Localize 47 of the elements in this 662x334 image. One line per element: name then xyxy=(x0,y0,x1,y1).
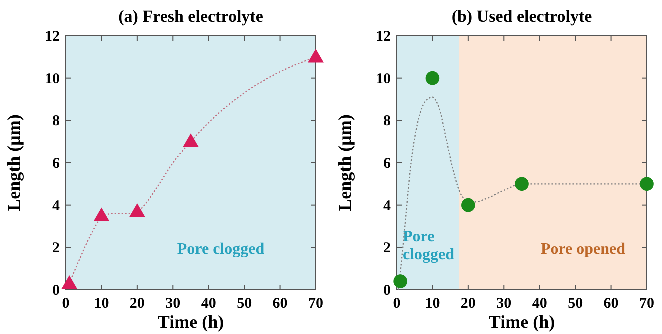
point xyxy=(308,48,324,63)
y-tick-label: 0 xyxy=(384,283,391,299)
point xyxy=(62,275,78,290)
x-axis-title: Time (h) xyxy=(488,312,556,332)
x-tick-label: 10 xyxy=(94,296,110,312)
y-tick-label: 8 xyxy=(384,114,391,130)
y-tick-label: 10 xyxy=(376,71,391,88)
x-tick-label: 20 xyxy=(130,296,145,312)
y-tick-label: 0 xyxy=(52,283,60,299)
point xyxy=(94,208,110,222)
y-tick-label: 2 xyxy=(384,240,391,257)
y-tick-label: 8 xyxy=(52,114,60,130)
x-tick-label: 40 xyxy=(201,296,216,312)
y-tick-label: 6 xyxy=(52,156,60,172)
y-tick-label: 12 xyxy=(45,29,60,45)
x-tick-label: 70 xyxy=(640,296,654,312)
x-tick-label: 20 xyxy=(460,296,476,312)
chart-title: (b) Used electrolyte xyxy=(452,7,593,26)
band-label: Pore clogged xyxy=(403,228,455,264)
point xyxy=(129,203,146,218)
x-tick-label: 30 xyxy=(166,296,181,312)
y-tick-label: 4 xyxy=(384,198,392,214)
x-tick-label: 30 xyxy=(496,296,512,312)
x-tick-label: 40 xyxy=(532,296,548,312)
x-tick-label: 50 xyxy=(237,296,252,312)
y-tick-label: 12 xyxy=(376,29,391,45)
point xyxy=(462,198,476,212)
y-tick-label: 2 xyxy=(52,240,60,257)
chart-title: (a) Fresh electrolyte xyxy=(118,7,264,26)
x-tick-label: 60 xyxy=(604,296,619,312)
y-tick-label: 4 xyxy=(52,198,60,214)
band-label: Pore opened xyxy=(540,241,626,258)
x-tick-label: 10 xyxy=(425,296,440,312)
band-label: Pore clogged xyxy=(177,241,265,258)
point xyxy=(426,71,440,86)
x-axis-title: Time (h) xyxy=(158,312,224,332)
x-tick-label: 60 xyxy=(272,296,288,312)
y-tick-label: 10 xyxy=(45,71,60,88)
y-tick-label: 6 xyxy=(384,156,392,172)
point xyxy=(640,177,654,192)
point xyxy=(515,177,529,192)
y-axis-title: Length (μm) xyxy=(4,114,24,212)
point xyxy=(394,274,408,288)
y-axis-title: Length (μm) xyxy=(335,114,355,212)
x-tick-label: 50 xyxy=(568,296,584,312)
x-tick-label: 70 xyxy=(308,296,324,312)
point xyxy=(183,134,199,148)
